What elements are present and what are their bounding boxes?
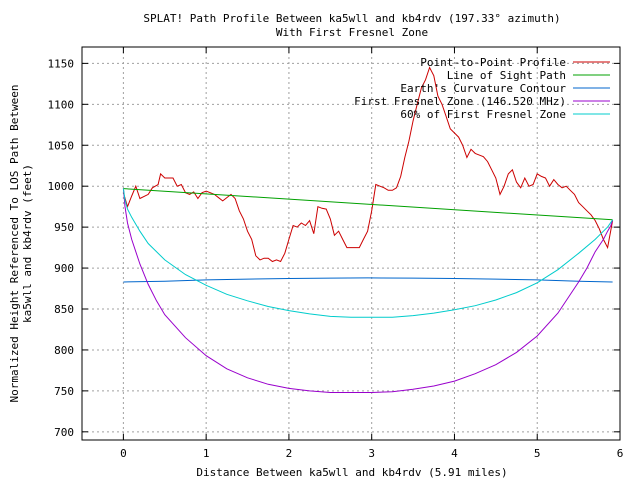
x-axis-label: Distance Between ka5wll and kb4rdv (5.91… (196, 466, 507, 479)
y-axis-label: Normalized Height Referenced To LOS Path… (8, 85, 34, 403)
y-tick-label: 900 (54, 262, 74, 275)
chart-title: SPLAT! Path Profile Between ka5wll and k… (143, 12, 560, 25)
legend-entry-label: Point-to-Point Profile (420, 56, 566, 69)
y-tick-label: 700 (54, 426, 74, 439)
x-tick-label: 3 (368, 447, 375, 460)
legend-entry-label: 60% of First Fresnel Zone (400, 108, 566, 121)
x-tick-label: 2 (286, 447, 293, 460)
series-line (123, 188, 613, 221)
axis-ticks: 0 1 2 3 4 5 6 700 750 800 850 900 950 1000 1050 1100 115… (48, 47, 624, 460)
y-tick-label: 850 (54, 303, 74, 316)
plot-frame (81, 46, 621, 441)
grid-lines (82, 47, 621, 440)
legend-entry-label: First Fresnel Zone (146.520 MHz) (354, 95, 566, 108)
y-tick-label: 750 (54, 385, 74, 398)
y-tick-label: 1000 (48, 180, 75, 193)
x-tick-label: 5 (534, 447, 541, 460)
chart-subtitle: With First Fresnel Zone (276, 26, 428, 39)
series-line (122, 66, 614, 263)
legend-entry-label: Earth's Curvature Contour (400, 82, 566, 95)
y-axis-label-line: Normalized Height Referenced To LOS Path… (8, 85, 21, 403)
y-axis-label-line: ka5wll and kb4rdv (feet) (21, 164, 34, 323)
y-tick-label: 1150 (48, 57, 75, 70)
x-tick-label: 1 (203, 447, 210, 460)
x-tick-label: 0 (120, 447, 127, 460)
series-line (122, 188, 614, 318)
x-tick-label: 6 (617, 447, 624, 460)
y-tick-label: 950 (54, 221, 74, 234)
x-tick-label: 4 (451, 447, 458, 460)
y-tick-label: 800 (54, 344, 74, 357)
y-tick-label: 1100 (48, 98, 75, 111)
data-series (122, 66, 614, 393)
series-line (122, 188, 614, 393)
y-tick-label: 1050 (48, 139, 75, 152)
legend-entry-label: Line of Sight Path (447, 69, 566, 82)
series-line (123, 277, 613, 283)
